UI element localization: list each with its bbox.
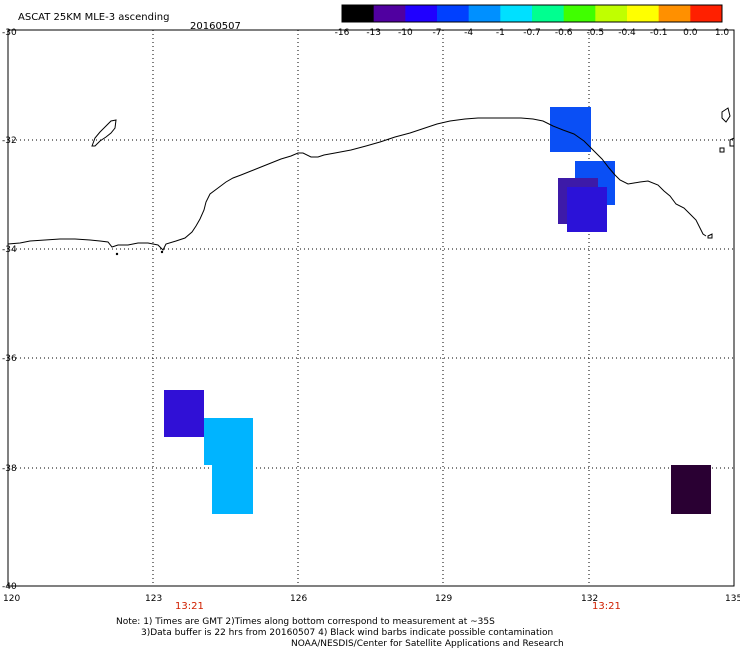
note-line-3: NOAA/NESDIS/Center for Satellite Applica… [291,639,564,649]
time-label: 13:21 [592,601,621,612]
colorbar-label: -0.4 [618,28,636,38]
cell-6 [204,418,253,465]
coastline [7,107,735,256]
colorbar-label: -0.6 [555,28,573,38]
cell-1 [550,107,591,152]
colorbar-segment [342,5,375,22]
colorbar-segment [405,5,438,22]
map-frame [7,29,735,587]
cell-7 [212,464,253,514]
colorbar-segment [468,5,501,22]
colorbar-label: -10 [398,28,413,38]
x-tick-label: 123 [145,594,162,604]
colorbar-label: -0.7 [523,28,541,38]
colorbar-label: -4 [464,28,473,38]
map-title: ASCAT 25KM MLE-3 ascending [18,12,169,23]
colorbar-segment [690,5,723,22]
y-tick-label: -38 [2,464,17,474]
colorbar-label: -0.1 [650,28,668,38]
x-axis-labels: 120 123 126 129 132 135 [3,594,740,604]
colorbar-segment [627,5,660,22]
x-tick-label: 129 [435,594,452,604]
note-line-2: 3)Data buffer is 22 hrs from 20160507 4)… [141,628,553,638]
y-tick-label: -34 [2,245,17,255]
note-line-1: Note: 1) Times are GMT 2)Times along bot… [116,617,495,627]
y-tick-label: -36 [2,354,17,364]
map-date: 20160507 [190,21,241,32]
data-cells [164,107,711,514]
colorbar-segment [373,5,406,22]
x-tick-label: 135 [725,594,740,604]
cell-5 [164,390,204,437]
cell-8 [671,465,711,514]
x-tick-label: 132 [581,594,598,604]
colorbar-label: 0.0 [683,28,698,38]
colorbar-label: -7 [433,28,442,38]
time-label: 13:21 [175,601,204,612]
colorbar-labels: -16 -13 -10 -7 -4 -1 -0.7 -0.6 -0.5 -0.4 -0.1 0.0 1.… [335,28,730,38]
colorbar-label: -0.5 [587,28,605,38]
colorbar-segment [532,5,565,22]
y-axis-labels: -30 -32 -34 -36 -38 -40 [2,28,17,592]
colorbar-label: -1 [496,28,505,38]
x-tick-label: 120 [3,594,20,604]
y-tick-label: -30 [2,28,17,38]
colorbar-segment [437,5,470,22]
colorbar-label: 1.0 [715,28,730,38]
grid-lines [8,30,734,586]
colorbar-label: -13 [366,28,381,38]
colorbar [341,4,723,23]
y-tick-label: -32 [2,136,17,146]
cell-4 [567,187,607,232]
colorbar-segment [658,5,691,22]
colorbar-segment [563,5,596,22]
y-tick-label: -40 [2,582,17,592]
colorbar-frame [341,4,723,23]
colorbar-label: -16 [335,28,350,38]
colorbar-segment [595,5,628,22]
x-tick-label: 126 [290,594,307,604]
colorbar-segment [500,5,533,22]
